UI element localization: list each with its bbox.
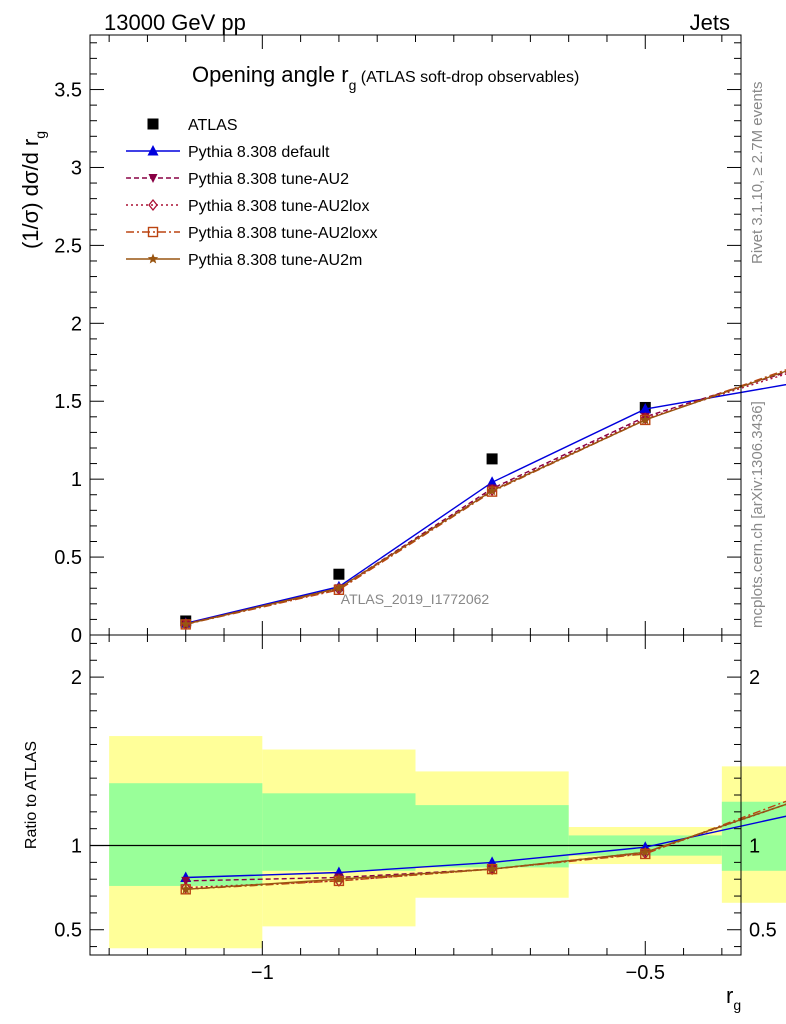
series-line	[185, 803, 786, 890]
y-tick-label-main: 0	[71, 625, 82, 647]
mcplots-label: mcplots.cern.ch [arXiv:1306.3436]	[749, 401, 766, 628]
data-point	[486, 453, 498, 465]
data-point	[486, 863, 498, 874]
legend-marker	[147, 118, 159, 130]
rivet-label: Rivet 3.1.10, ≥ 2.7M events	[749, 82, 766, 265]
legend-entry: ATLAS	[147, 117, 238, 134]
legend-entry: Pythia 8.308 tune-AU2loxx	[126, 225, 377, 242]
data-point	[180, 881, 191, 894]
y-tick-label-ratio-right: 1	[749, 836, 760, 858]
data-point	[333, 873, 345, 884]
data-point	[487, 484, 497, 497]
data-point	[640, 846, 651, 857]
data-point	[486, 476, 498, 487]
legend-marker	[147, 145, 159, 156]
chart-title-suffix: (ATLAS soft-drop observables)	[356, 69, 579, 86]
tick-marks	[90, 35, 741, 955]
legend-entry: Pythia 8.308 tune-AU2	[126, 171, 349, 188]
legend-label: Pythia 8.308 tune-AU2loxx	[188, 225, 377, 242]
y-tick-label-ratio-left: 2	[71, 667, 82, 689]
data-point	[180, 618, 191, 629]
legend-marker	[148, 198, 158, 212]
legend-entry: Pythia 8.308 tune-AU2m	[126, 252, 362, 269]
legend-label: Pythia 8.308 tune-AU2	[188, 171, 349, 188]
series-line	[185, 373, 786, 625]
y-tick-label-ratio-right: 0.5	[749, 920, 777, 942]
data-point	[640, 412, 651, 425]
x-tick-label: −1	[251, 962, 274, 984]
series-line	[185, 370, 786, 625]
header-left: 13000 GeV pp	[104, 10, 246, 35]
data-point	[180, 883, 191, 894]
green-band-bin	[109, 783, 263, 886]
x-axis-title: rg	[726, 983, 741, 1013]
y-axis-title-ratio: Ratio to ATLAS	[23, 741, 40, 849]
data-point	[639, 403, 651, 414]
legend-label: Pythia 8.308 default	[188, 144, 330, 161]
data-point	[486, 485, 498, 496]
data-point	[333, 582, 345, 593]
chart-title: Opening angle rg (ATLAS soft-drop observ…	[192, 62, 579, 93]
series-pythia-8-308-tune-au2m	[180, 803, 786, 894]
y-axis-title-main: (1/σ) dσ/d rg	[18, 131, 48, 249]
series-pythia-8-308-tune-au2m	[180, 370, 786, 629]
tick-labels: 0 0.5 1 1.5 2 2.5 3 3.5 0.5 0.5 1 1 2 2 −1 −0.5	[54, 80, 777, 984]
analysis-label: ATLAS_2019_I1772062	[341, 591, 490, 607]
legend-marker	[148, 174, 158, 183]
legend-marker	[147, 253, 159, 264]
series-line	[185, 800, 786, 890]
y-tick-label-ratio-left: 1	[71, 836, 82, 858]
series-line	[185, 383, 786, 624]
data-point	[181, 876, 191, 886]
header-right: Jets	[690, 10, 730, 35]
series-pythia-8-308-tune-au2lox	[180, 373, 786, 631]
ratio-bands	[90, 736, 786, 949]
legend: ATLAS Pythia 8.308 default Pythia 8.308 tu…	[126, 117, 377, 269]
x-tick-label: −0.5	[626, 962, 665, 984]
y-tick-label-main: 3	[71, 157, 82, 179]
legend-entry: Pythia 8.308 default	[126, 144, 330, 161]
legend-marker	[147, 226, 159, 238]
series-line	[185, 815, 786, 879]
x-axis-title-text: r	[726, 983, 733, 1008]
y-tick-label-ratio-right: 2	[749, 667, 760, 689]
legend-entry: Pythia 8.308 tune-AU2lox	[126, 198, 369, 215]
y-tick-label-main: 2	[71, 313, 82, 335]
y-tick-label-main: 1	[71, 469, 82, 491]
x-axis-title-sub: g	[733, 997, 741, 1013]
y-tick-label-ratio-left: 0.5	[54, 920, 82, 942]
data-point	[640, 414, 651, 425]
y-axis-title-main-sub: g	[32, 131, 48, 139]
y-tick-label-main: 0.5	[54, 547, 82, 569]
ratio-series	[180, 800, 786, 895]
green-band-bin	[262, 793, 416, 871]
legend-label: Pythia 8.308 tune-AU2lox	[188, 198, 369, 215]
y-tick-label-main: 1.5	[54, 391, 82, 413]
y-tick-label-main: 2.5	[54, 235, 82, 257]
legend-label: Pythia 8.308 tune-AU2m	[188, 252, 362, 269]
y-axis-title-main-text: (1/σ) dσ/d r	[18, 139, 43, 249]
y-tick-label-main: 3.5	[54, 80, 82, 102]
chart-title-main: Opening angle r	[192, 62, 349, 87]
data-point	[333, 568, 345, 580]
main-series	[180, 369, 786, 631]
svg-text:(1/σ) dσ/d rg: (1/σ) dσ/d rg	[18, 131, 48, 249]
ratio-plot-frame	[89, 634, 742, 956]
legend-label: ATLAS	[188, 117, 238, 134]
chart-title-sub: g	[349, 77, 357, 93]
